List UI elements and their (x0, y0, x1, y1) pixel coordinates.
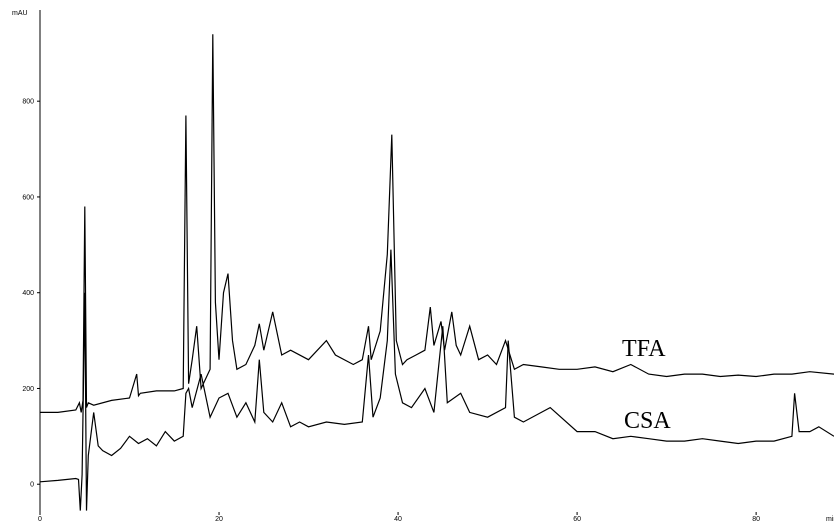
y-tick-label: 200 (22, 386, 34, 393)
x-tick-label: 60 (573, 516, 581, 523)
series-label: TFA (622, 336, 666, 362)
y-tick-label: 0 (30, 482, 34, 489)
y-tick-label: 400 (22, 290, 34, 297)
plot-area (40, 34, 834, 511)
x-axis-label: min (826, 516, 834, 523)
y-tick-label: 800 (22, 99, 34, 106)
y-axis-label: mAU (12, 10, 28, 17)
x-tick-label: 0 (38, 516, 42, 523)
x-tick-label: 80 (752, 516, 760, 523)
series-line (40, 34, 834, 413)
x-tick-label: 20 (215, 516, 223, 523)
x-tick-label: 40 (394, 516, 402, 523)
series-label: CSA (624, 408, 671, 434)
series-line (40, 249, 834, 511)
y-tick-label: 600 (22, 194, 34, 201)
